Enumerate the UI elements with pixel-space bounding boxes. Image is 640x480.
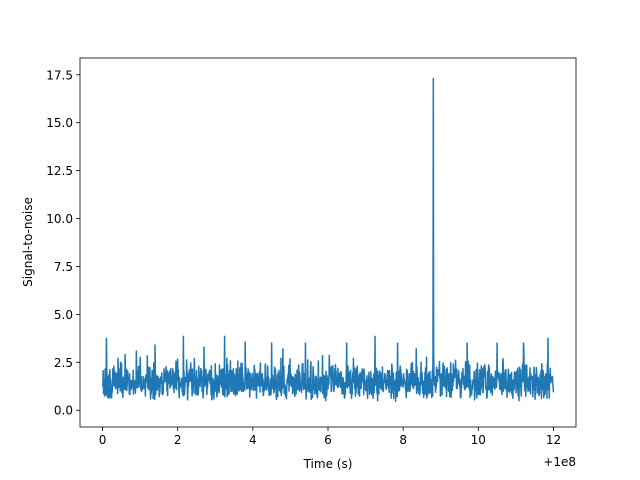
y-tick-label: 2.5 <box>54 356 73 370</box>
plot-area-background <box>80 58 576 427</box>
x-tick-label: 6 <box>324 433 332 447</box>
x-tick-label: 12 <box>546 433 561 447</box>
y-tick-label: 5.0 <box>54 308 73 322</box>
snr-series-line <box>101 77 555 402</box>
x-tick-label: 10 <box>471 433 486 447</box>
x-tick-label: 4 <box>249 433 257 447</box>
plot-frame <box>79 57 577 428</box>
x-tick-label: 2 <box>174 433 182 447</box>
y-tick-label: 0.0 <box>54 404 73 418</box>
x-axis-offset-label: +1e8 <box>543 455 576 469</box>
y-axis-ticks: 0.0 2.5 5.0 7.5 10.0 12.5 15.0 17.5 <box>46 68 80 418</box>
y-tick-label: 15.0 <box>46 116 73 130</box>
x-axis-label: Time (s) <box>303 457 353 471</box>
x-tick-label: 0 <box>99 433 107 447</box>
x-tick-label: 8 <box>399 433 407 447</box>
y-tick-label: 10.0 <box>46 212 73 226</box>
y-tick-label: 17.5 <box>46 68 73 82</box>
y-tick-label: 7.5 <box>54 260 73 274</box>
y-axis-label: Signal-to-noise <box>21 197 35 287</box>
y-tick-label: 12.5 <box>46 164 73 178</box>
series-line-group <box>101 77 555 402</box>
x-axis-ticks: 0 2 4 6 8 10 12 <box>99 427 561 447</box>
